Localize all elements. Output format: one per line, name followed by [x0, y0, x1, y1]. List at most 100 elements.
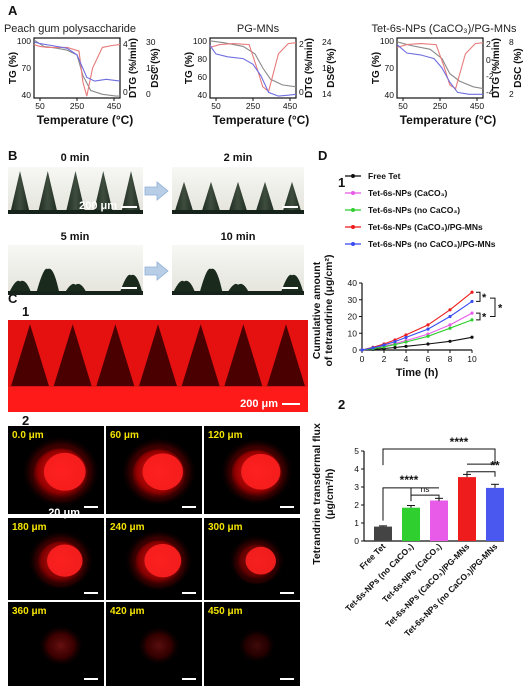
fluorescence-core	[144, 543, 182, 578]
data-point	[404, 344, 408, 348]
x-tick-label: 2	[382, 354, 387, 364]
y-tick-label: 20	[348, 312, 358, 322]
fluorescence-ring	[30, 445, 91, 502]
needle-base	[172, 291, 304, 295]
arrow-icon	[144, 261, 169, 281]
panel-letter-b: B	[8, 148, 17, 163]
x-tick-label: 450	[470, 101, 484, 111]
y3-axis-label: DSC (%)	[513, 48, 524, 87]
sig-star-1: *	[482, 292, 487, 304]
legend-label: Tet-6s-NPs (CaCO₃)/PG-MNs	[368, 222, 483, 232]
y2-tick-label: 0	[486, 55, 491, 65]
y2-tick-label: -2	[486, 71, 494, 81]
data-point	[470, 318, 474, 322]
x-tick-label: 0	[360, 354, 365, 364]
sig-bracket-1	[476, 291, 481, 302]
bar-0	[374, 526, 392, 541]
dissolved-needle	[119, 274, 143, 295]
fluorescence-ring	[228, 447, 286, 501]
series-line-0	[33, 39, 120, 97]
data-point	[404, 333, 408, 337]
depth-label: 120 μm	[208, 430, 243, 441]
sig-bracket-4	[466, 471, 496, 477]
bar-3	[458, 477, 476, 541]
strip-bottom	[8, 386, 308, 412]
series-line-1	[209, 42, 297, 93]
x-tick-label: 250	[70, 101, 84, 111]
fluorescence-spot	[137, 626, 180, 665]
fluorescence-core	[43, 452, 86, 491]
needle-shadow	[53, 324, 92, 387]
legend-label: Tet-6s-NPs (no CaCO₃)	[368, 205, 460, 215]
chart-title: PG-MNs	[237, 23, 280, 35]
y-tick-label: 10	[348, 328, 358, 338]
data-point	[404, 335, 408, 340]
data-point	[393, 343, 397, 347]
data-point	[448, 308, 452, 312]
x-tick-label: 250	[246, 101, 260, 111]
bar-1	[402, 507, 420, 541]
panel-letter-d2: 2	[338, 397, 345, 412]
microneedle	[174, 181, 194, 214]
microneedle	[37, 171, 58, 214]
plot-frame	[209, 37, 297, 99]
data-point	[360, 348, 364, 352]
y-axis-label-line2: (μg/cm²/h)	[324, 469, 336, 520]
fluorescence-core	[142, 453, 184, 491]
legend-label: Tet-6s-NPs (no CaCO₃)/PG-MNs	[368, 239, 496, 249]
fluorescence-strip: 200 μm	[8, 320, 308, 412]
series-line-1	[361, 312, 473, 351]
bar-2	[430, 500, 448, 541]
panel-letter-d: D	[318, 148, 327, 163]
data-point	[426, 334, 430, 338]
y-tick-label: 40	[198, 90, 208, 100]
tg-chart-tet-nps-pg-mns: Tet-6s-NPs (CaCO₃)/PG-MNs 50 250 450 100 70 40…	[371, 23, 524, 127]
y-tick-label: 0	[354, 536, 359, 546]
sig-label-2: ****	[400, 473, 419, 487]
y2-tick-label: -4	[486, 87, 494, 97]
chart-title: Tet-6s-NPs (CaCO₃)/PG-MNs	[371, 23, 517, 35]
depth-label: 450 μm	[208, 606, 243, 617]
fluorescence-ring	[234, 541, 280, 584]
sig-bracket-3	[490, 297, 496, 317]
data-point	[382, 343, 386, 347]
microneedle	[93, 171, 114, 214]
arrow-icon	[144, 181, 169, 201]
plot-frame	[396, 37, 484, 99]
needle-shadow	[139, 324, 177, 387]
depth-label: 360 μm	[12, 606, 47, 617]
y3-axis-label: DSC (%)	[150, 48, 161, 87]
legend-marker	[351, 191, 355, 195]
data-point	[404, 340, 408, 344]
series-line-2	[361, 319, 473, 351]
y-tick-label: 2	[354, 500, 359, 510]
data-point	[448, 326, 452, 330]
y-axis-label-line1: Cumulative amount	[311, 261, 323, 359]
microneedle	[282, 181, 302, 214]
x-tick-label: 50	[398, 101, 408, 111]
y-tick-label: 5	[354, 446, 359, 456]
depth-label: 60 μm	[110, 430, 139, 441]
sig-label-3: ns	[421, 484, 430, 494]
data-point	[448, 323, 452, 327]
x-tick-label: 250	[433, 101, 447, 111]
data-point	[426, 342, 430, 346]
x-axis-label: Temperature (°C)	[213, 113, 310, 127]
sig-label-1: ****	[450, 435, 469, 449]
y2-axis-label: DTG (%/min)	[128, 38, 139, 98]
y3-tick-label: 19	[322, 63, 332, 73]
sig-star-2: *	[482, 312, 487, 324]
fluorescence-core	[245, 546, 277, 575]
y-tick-label: 40	[385, 90, 395, 100]
series-line-2	[209, 45, 297, 97]
needle-base	[8, 291, 143, 295]
data-point	[470, 311, 474, 315]
needle-shadow	[11, 324, 49, 387]
data-point	[448, 314, 452, 319]
y-tick-label: 0	[352, 345, 357, 355]
y-tick-label: 40	[348, 278, 358, 288]
